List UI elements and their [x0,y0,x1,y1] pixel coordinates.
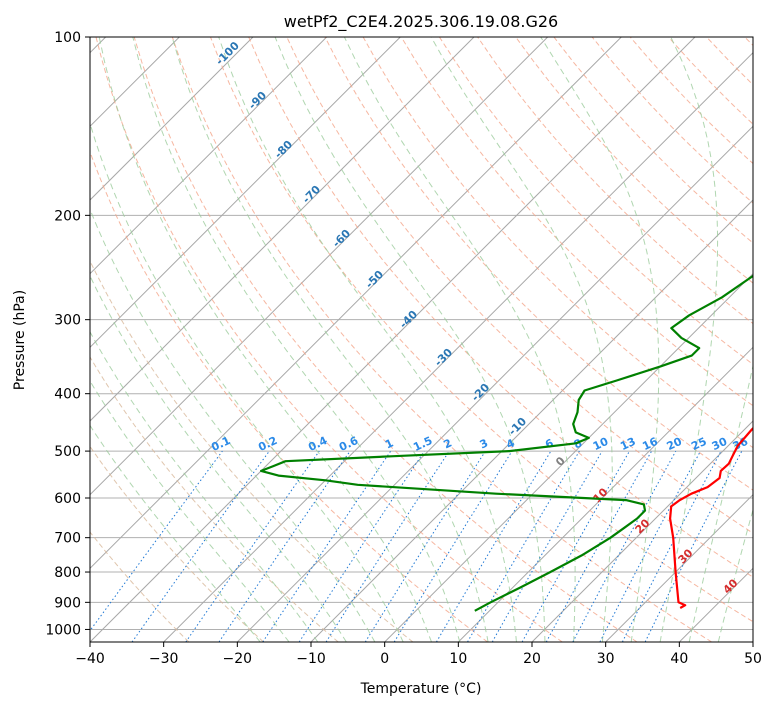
dry-adiabat-line [90,356,339,642]
isotherm-line [384,272,753,642]
y-tick-label: 800 [54,565,81,581]
dry-adiabat-line [133,37,638,642]
moist-adiabat-line [540,37,660,642]
moist-adiabat-line [90,207,376,642]
y-tick-label: 1000 [45,622,81,638]
y-tick-label: 500 [54,444,81,460]
isotherm-line [90,37,696,642]
moist-adiabat-line [218,37,517,642]
dry-adiabat-line [210,37,753,623]
x-tick-label: −10 [296,651,326,667]
dry-adiabat-line [90,531,190,642]
x-tick-label: 10 [449,651,467,667]
isotherm-line [90,37,401,349]
x-tick-label: −40 [75,651,105,667]
plot-frame [89,36,754,643]
isotherm-line [90,37,254,201]
y-tick-label: 300 [54,313,81,329]
mixing-ratio-line [393,450,513,642]
series-layer [260,274,753,612]
x-tick-label: 40 [670,651,688,667]
mixing-ratio-line [298,450,425,642]
moist-adiabat-line [90,121,404,642]
dry-adiabat-line [95,37,563,642]
dry-adiabat-line [400,37,753,407]
moist-adiabat-line [717,507,753,642]
mixing-ratio-line [545,450,653,642]
chart-title: wetPf2_C2E4.2025.306.19.08.G26 [284,12,558,32]
dry-adiabat-line [90,150,488,642]
moist-adiabat-line [90,330,319,642]
moist-adiabat-line [90,380,290,642]
x-tick-label: 50 [744,651,762,667]
moist-adiabat-line [98,37,432,642]
mixing-ratio-label: 10 [591,435,611,453]
moist-adiabat-line [659,37,719,642]
isotherm-line [457,346,753,642]
isotherm-line [752,641,753,642]
mixing-ratio-line [218,450,351,642]
y-tick-label: 900 [54,595,81,611]
moist-adiabat-line [171,37,489,642]
mixing-ratio-line [572,450,677,642]
mixing-ratio-line [644,450,743,642]
x-tick-label: −30 [149,651,179,667]
plot-background [90,37,753,642]
dry-adiabat-line [248,37,753,578]
dry-adiabat-line [90,259,414,642]
isotherm-line [90,37,328,275]
y-axis-title: Pressure (hPa) [12,290,28,390]
isotherm-line [531,420,753,642]
mixing-ratio-line [185,450,320,642]
y-tick-label: 100 [54,30,81,46]
dry-adiabat-line [171,37,712,642]
dry-adiabat-line [324,37,753,491]
moist-adiabat-line [688,363,753,642]
moist-adiabat-line [274,37,546,642]
mixing-ratio-line [90,450,223,632]
moist-adiabat-line [90,424,261,642]
y-tick-label: 700 [54,531,81,547]
dewpoint-profile-line [260,274,753,612]
x-tick-label: 30 [597,651,615,667]
isotherm-line [90,37,475,422]
mixing-ratio-label: 13 [618,435,637,453]
y-tick-label: 600 [54,491,81,507]
isotherm-line [163,51,753,642]
x-tick-label: −20 [223,651,253,667]
mixing-ratio-label: 30 [710,435,730,453]
x-axis: −40 −30 −20 −10 0 10 20 30 40 50 [75,642,762,667]
mixing-ratio-line [325,450,450,642]
moist-adiabat-line [430,37,613,642]
dry-adiabat-line [90,445,264,642]
x-axis-title: Temperature (°C) [360,681,482,697]
moist-adiabat-line [343,37,576,642]
y-tick-label: 400 [54,387,81,403]
background-lines [90,37,753,642]
temperature-profile-line [669,426,753,609]
y-axis: 100 200 300 400 500 600 700 800 900 1000 [45,30,90,638]
y-tick-label: 200 [54,208,81,224]
mixing-ratio-label: 20 [665,435,685,453]
dry-adiabat-line [515,37,753,284]
x-tick-label: 20 [523,651,541,667]
isotherm-line [90,37,622,570]
isotherm-line [236,125,753,642]
isotherm-line [90,37,549,496]
mixing-ratio-line [131,450,270,642]
isotherm-line [605,493,753,642]
moist-adiabat-line [90,274,347,642]
mixing-ratio-label: 25 [689,435,708,453]
dry-adiabat-line [438,37,753,366]
mixing-ratio-line [262,450,392,642]
x-tick-label: 0 [380,651,389,667]
mixing-ratio-label: 16 [640,435,660,453]
